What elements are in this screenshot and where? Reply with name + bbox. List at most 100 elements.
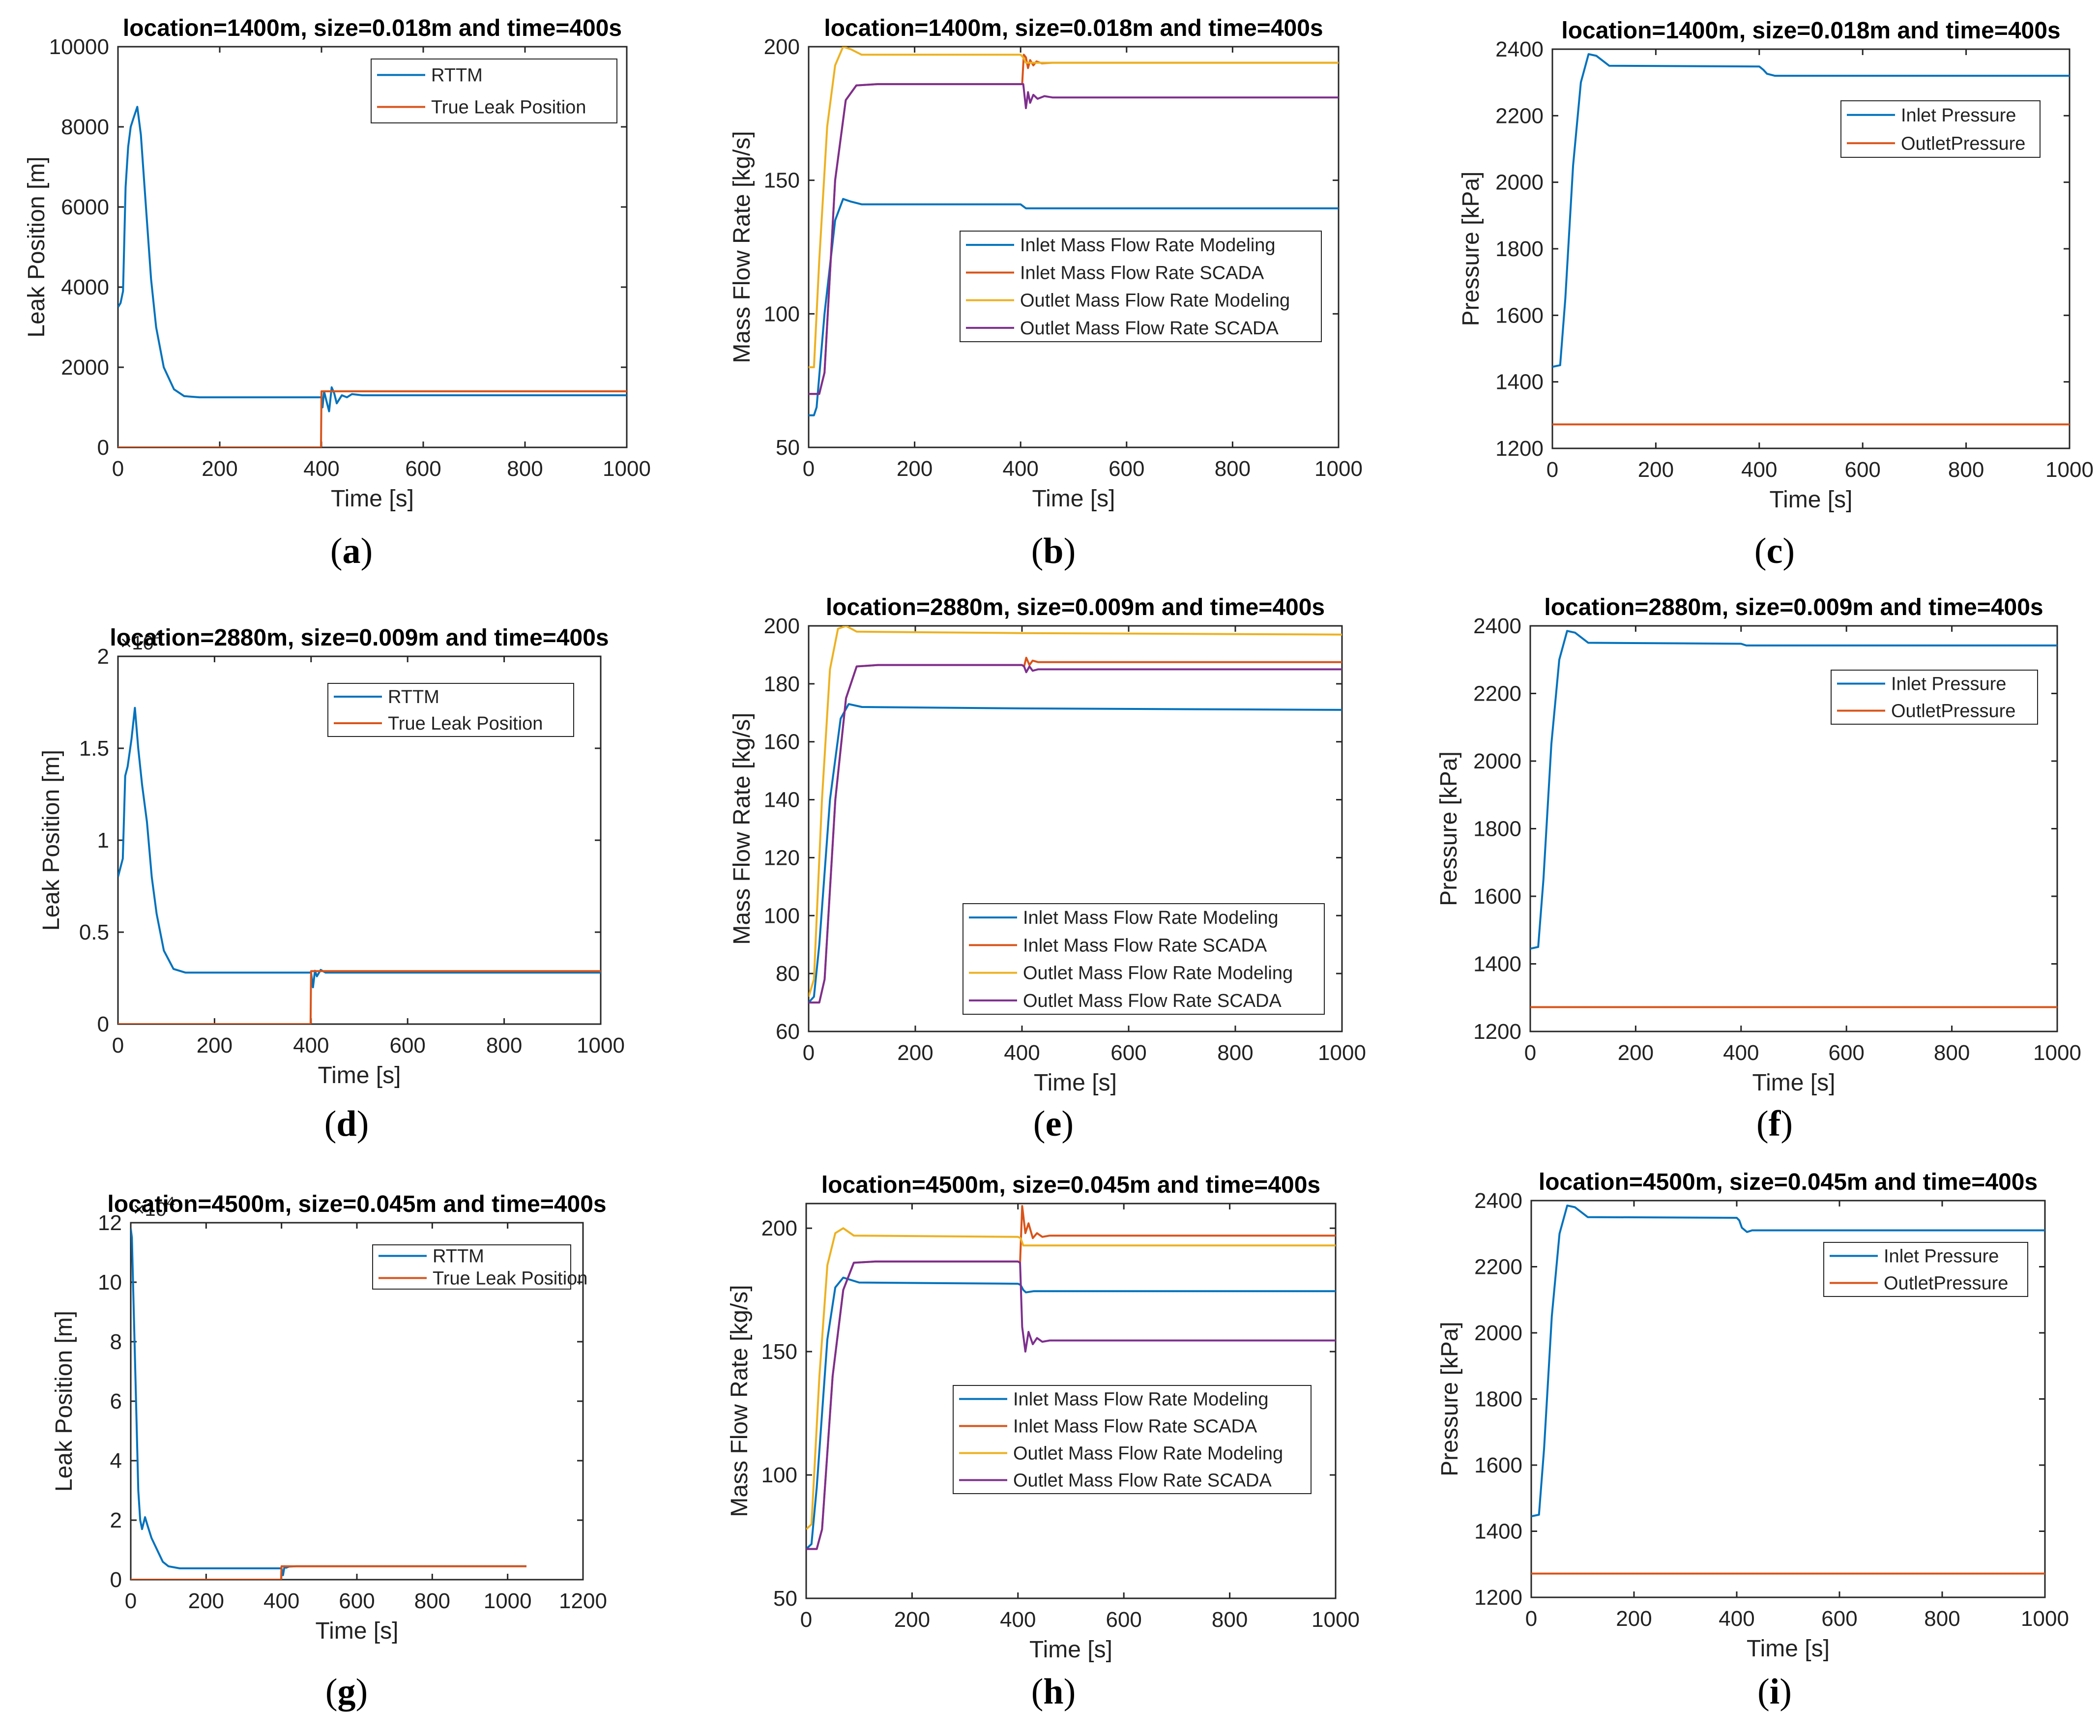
x-tick-label: 200 [894, 1608, 930, 1632]
x-axis-label: Time [s] [1032, 486, 1115, 512]
legend-box [960, 231, 1322, 342]
x-tick-label: 600 [389, 1033, 425, 1058]
legend-label: Outlet Mass Flow Rate SCADA [1013, 1471, 1272, 1491]
x-tick-label: 800 [414, 1589, 450, 1613]
y-tick-label: 1 [97, 828, 109, 853]
y-tick-label: 2400 [1474, 1189, 1522, 1213]
x-axis-label: Time [s] [331, 486, 414, 512]
legend-label: Inlet Mass Flow Rate Modeling [1020, 235, 1276, 256]
panel-caption: (f) [1756, 1104, 1793, 1144]
y-tick-label: 200 [761, 1216, 797, 1240]
x-tick-label: 1000 [484, 1589, 532, 1613]
x-axis-label: Time [s] [1029, 1637, 1112, 1663]
y-tick-label: 10 [98, 1270, 122, 1295]
x-tick-label: 200 [897, 1041, 933, 1065]
legend-label: OutletPressure [1891, 701, 2015, 722]
legend-label: True Leak Position [433, 1268, 587, 1289]
series-line-0 [1552, 53, 2070, 368]
y-tick-label: 2000 [61, 355, 109, 380]
x-tick-label: 800 [1924, 1607, 1960, 1631]
chart-panel-b: 0 200 400 600 800 1000 50 100 150 200 location=140… [729, 15, 1363, 571]
x-tick-label: 800 [1212, 1608, 1248, 1632]
x-tick-label: 200 [202, 457, 237, 481]
legend-label: Outlet Mass Flow Rate SCADA [1020, 318, 1279, 339]
y-tick-label: 2200 [1473, 682, 1521, 706]
y-tick-label: 0 [97, 1012, 109, 1036]
y-tick-label: 2400 [1473, 614, 1521, 638]
chart-panel-e: 0 200 400 600 800 1000 60 80 100 120 140 160 180 200 l… [729, 594, 1366, 1144]
y-tick-label: 100 [764, 302, 800, 326]
y-tick-label: 2 [110, 1508, 122, 1532]
chart-title: location=2880m, size=0.009m and time=400… [1544, 594, 2043, 620]
legend-label: True Leak Position [431, 97, 586, 118]
y-tick-label: 1400 [1474, 1520, 1522, 1544]
x-tick-label: 600 [1821, 1607, 1857, 1631]
x-tick-label: 1000 [577, 1033, 625, 1058]
x-tick-label: 400 [1004, 1041, 1040, 1065]
y-tick-label: 180 [764, 672, 800, 696]
panel-caption: (c) [1754, 531, 1795, 571]
y-tick-label: 2200 [1495, 104, 1544, 128]
x-tick-label: 1000 [603, 457, 651, 481]
y-tick-label: 2000 [1473, 749, 1521, 773]
x-tick-label: 600 [1108, 457, 1144, 481]
legend-label: Inlet Mass Flow Rate SCADA [1023, 935, 1267, 956]
x-axis-label: Time [s] [1770, 487, 1853, 513]
x-tick-label: 800 [1217, 1041, 1253, 1065]
x-tick-label: 400 [293, 1033, 329, 1058]
x-axis-label: Time [s] [1752, 1070, 1836, 1096]
panel-caption: (d) [324, 1104, 369, 1144]
x-tick-label: 1000 [1314, 457, 1363, 481]
y-tick-label: 50 [776, 436, 800, 460]
x-tick-label: 0 [800, 1608, 812, 1632]
y-tick-label: 1400 [1495, 370, 1544, 394]
y-tick-label: 10000 [49, 35, 109, 59]
x-tick-label: 400 [1741, 458, 1777, 482]
x-tick-label: 400 [263, 1589, 299, 1613]
series-line-0 [809, 703, 1342, 1003]
legend-box [372, 1244, 571, 1290]
x-tick-label: 0 [112, 1033, 124, 1058]
legend-label: Outlet Mass Flow Rate SCADA [1023, 991, 1282, 1011]
panel-caption: (g) [325, 1672, 368, 1712]
legend-label: Inlet Mass Flow Rate Modeling [1013, 1389, 1269, 1410]
series-line-0 [118, 706, 601, 989]
x-tick-label: 200 [897, 457, 933, 481]
y-tick-label: 2000 [1474, 1321, 1522, 1345]
legend-label: Inlet Mass Flow Rate SCADA [1020, 263, 1264, 283]
legend-label: Outlet Mass Flow Rate Modeling [1020, 291, 1290, 311]
x-tick-label: 800 [1934, 1041, 1970, 1065]
x-tick-label: 600 [1106, 1608, 1141, 1632]
y-tick-label: 4 [110, 1449, 122, 1473]
x-tick-label: 200 [1616, 1607, 1652, 1631]
chart-panel-h: 0 200 400 600 800 1000 50 100 150 200 location=450… [727, 1172, 1360, 1712]
x-axis-label: Time [s] [318, 1062, 401, 1089]
y-axis-label: Mass Flow Rate [kg/s] [729, 712, 755, 944]
x-tick-label: 0 [1524, 1041, 1536, 1065]
y-tick-label: 140 [764, 788, 800, 812]
x-tick-label: 200 [1618, 1041, 1654, 1065]
y-axis-label: Mass Flow Rate [kg/s] [729, 131, 755, 363]
y-tick-label: 1200 [1495, 437, 1544, 461]
chart-panel-d: 0 200 400 600 800 100000.511.52×104location=2… [38, 625, 625, 1144]
y-tick-label: 8000 [61, 115, 109, 139]
x-tick-label: 200 [197, 1033, 233, 1058]
chart-panel-i: 0 200 400 600 800 1000 1200 1400 1600 1800 2000 220… [1437, 1169, 2069, 1712]
y-tick-label: 2 [97, 645, 109, 669]
chart-title: location=4500m, size=0.045m and time=400… [1539, 1169, 2038, 1195]
x-tick-label: 800 [486, 1033, 522, 1058]
series-line-3 [809, 83, 1339, 395]
chart-panel-g: 0 200 400 600 800 1000 1200024681012×104locati… [51, 1191, 607, 1712]
y-tick-label: 200 [764, 35, 800, 59]
legend-label: RTTM [388, 687, 439, 707]
chart-title: location=2880m, size=0.009m and time=400… [826, 594, 1325, 620]
y-tick-label: 4000 [61, 275, 109, 299]
y-tick-label: 1200 [1474, 1586, 1522, 1610]
y-tick-label: 2000 [1495, 171, 1544, 195]
legend-box [1823, 1242, 2028, 1297]
y-axis-label: Leak Position [m] [51, 1311, 77, 1492]
x-tick-label: 600 [1110, 1041, 1146, 1065]
y-tick-label: 1.5 [79, 736, 109, 761]
series-line-1 [131, 1565, 526, 1580]
y-tick-label: 60 [776, 1020, 800, 1044]
